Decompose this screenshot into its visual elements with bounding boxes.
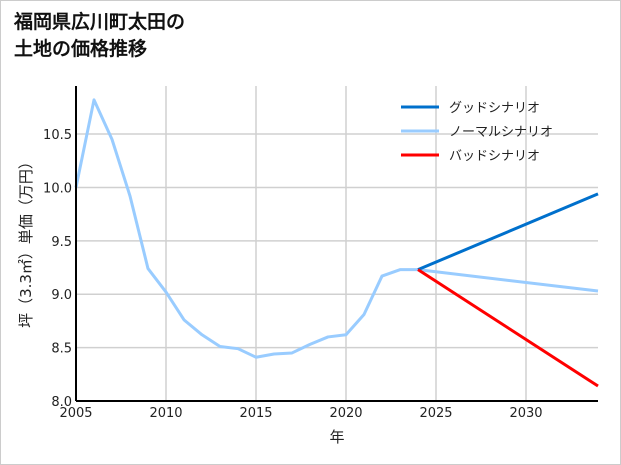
y-tick-label: 8.5 <box>51 342 72 357</box>
y-tick-label: 9.0 <box>51 288 72 303</box>
y-tick-label: 9.5 <box>51 235 72 250</box>
legend-label: ノーマルシナリオ <box>449 125 553 140</box>
series-line-1 <box>417 192 599 272</box>
title-line-1: 福岡県広川町太田の <box>14 11 186 33</box>
y-tick-label: 10.0 <box>43 181 72 196</box>
series-line-2 <box>74 98 599 359</box>
x-tick-label: 2015 <box>239 406 272 421</box>
x-axis-label: 年 <box>329 428 344 446</box>
x-tick-label: 2025 <box>419 406 452 421</box>
series-line-3 <box>417 268 599 388</box>
title-line-2: 土地の価格推移 <box>14 38 148 60</box>
y-tick-label: 10.5 <box>43 128 72 143</box>
legend-label: バッドシナリオ <box>449 149 540 164</box>
y-tick-label: 8.0 <box>51 395 72 410</box>
x-tick-label: 2010 <box>149 406 182 421</box>
x-tick-label: 2020 <box>329 406 362 421</box>
x-tick-label: 2005 <box>59 406 92 421</box>
y-axis-label: 坪（3.3㎡）単価（万円） <box>17 154 35 328</box>
legend-label: グッドシナリオ <box>449 101 540 116</box>
x-tick-label: 2030 <box>509 406 542 421</box>
chart-title: 福岡県広川町太田の 土地の価格推移 <box>14 9 185 63</box>
